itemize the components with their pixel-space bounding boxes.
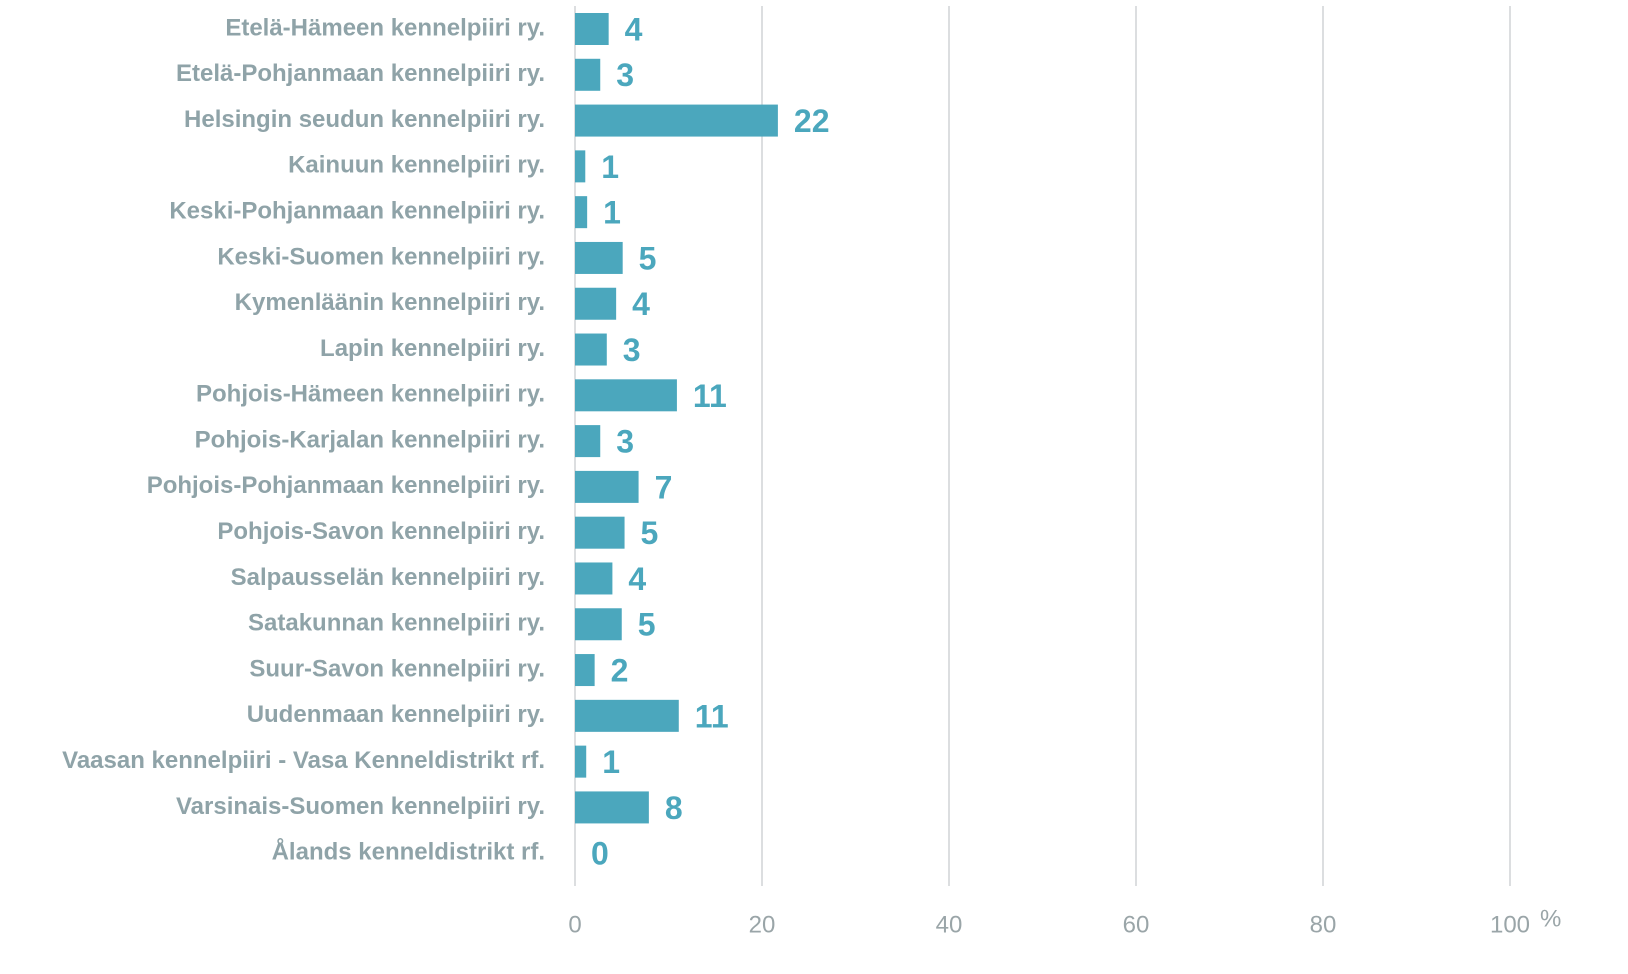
y-tick-label: Pohjois-Savon kennelpiiri ry. (217, 518, 545, 545)
bar (575, 333, 607, 366)
value-label: 3 (616, 424, 634, 460)
y-tick-label: Pohjois-Pohjanmaan kennelpiiri ry. (147, 472, 545, 499)
bar (575, 699, 679, 732)
value-label: 22 (794, 103, 830, 139)
value-label: 4 (628, 561, 646, 597)
value-label: 7 (655, 469, 673, 505)
value-label: 8 (665, 790, 683, 826)
y-tick-label: Vaasan kennelpiiri - Vasa Kenneldistrikt… (62, 747, 545, 774)
y-tick-label: Salpausselän kennelpiiri ry. (231, 564, 545, 591)
bar (575, 516, 625, 549)
y-tick-label: Kainuun kennelpiiri ry. (288, 152, 545, 179)
y-tick-label: Lapin kennelpiiri ry. (320, 335, 545, 362)
bar (575, 241, 623, 274)
bar (575, 745, 587, 778)
bar (575, 562, 613, 595)
x-tick-label: 0 (568, 911, 581, 938)
value-label: 11 (695, 698, 729, 734)
value-label: 0 (591, 836, 609, 872)
y-tick-label: Suur-Savon kennelpiiri ry. (249, 655, 545, 682)
bar (575, 425, 601, 458)
bar (575, 470, 639, 503)
y-tick-label: Kymenläänin kennelpiiri ry. (235, 289, 545, 316)
value-label: 3 (623, 332, 641, 368)
bar (575, 608, 622, 641)
y-tick-label: Etelä-Pohjanmaan kennelpiiri ry. (176, 60, 545, 87)
y-tick-label: Keski-Pohjanmaan kennelpiiri ry. (169, 198, 545, 225)
bar (575, 287, 617, 320)
x-tick-label: 60 (1123, 911, 1150, 938)
value-label: 5 (638, 607, 656, 643)
value-label: 1 (602, 744, 620, 780)
y-tick-label: Ålands kenneldistrikt rf. (272, 838, 545, 866)
bar (575, 196, 588, 229)
x-tick-label: 80 (1310, 911, 1337, 938)
value-label: 4 (625, 11, 643, 47)
x-axis-label: % (1540, 905, 1561, 932)
value-label: 5 (641, 515, 659, 551)
bar (575, 791, 649, 824)
y-tick-label: Keski-Suomen kennelpiiri ry. (217, 243, 545, 270)
x-tick-label: 100 (1490, 911, 1530, 938)
value-label: 3 (616, 57, 634, 93)
bar (575, 58, 601, 91)
x-tick-label: 40 (936, 911, 963, 938)
value-label: 4 (632, 286, 650, 322)
y-tick-label: Varsinais-Suomen kennelpiiri ry. (176, 793, 545, 820)
y-tick-label: Etelä-Hämeen kennelpiiri ry. (225, 14, 545, 41)
value-label: 5 (639, 240, 657, 276)
y-tick-label: Uudenmaan kennelpiiri ry. (247, 701, 545, 728)
value-label: 11 (693, 378, 727, 414)
y-tick-label: Satakunnan kennelpiiri ry. (248, 610, 545, 637)
y-tick-label: Pohjois-Hämeen kennelpiiri ry. (196, 381, 545, 408)
bar (575, 13, 609, 45)
bar (575, 104, 778, 137)
bar (575, 379, 677, 412)
value-label: 1 (601, 149, 619, 185)
bar (575, 654, 595, 687)
x-tick-label: 20 (749, 911, 776, 938)
bar (575, 150, 586, 183)
value-label: 1 (603, 195, 621, 231)
value-label: 2 (611, 653, 629, 689)
y-tick-label: Pohjois-Karjalan kennelpiiri ry. (195, 426, 545, 453)
y-tick-label: Helsingin seudun kennelpiiri ry. (184, 106, 545, 133)
